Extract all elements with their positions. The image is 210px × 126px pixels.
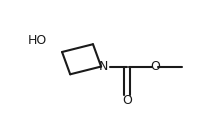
- Text: O: O: [122, 94, 132, 107]
- Text: O: O: [150, 60, 160, 73]
- Text: HO: HO: [28, 34, 47, 47]
- Text: N: N: [98, 60, 108, 73]
